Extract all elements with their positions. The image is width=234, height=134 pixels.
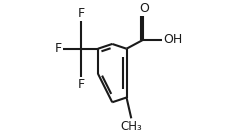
- Text: F: F: [78, 7, 85, 20]
- Text: CH₃: CH₃: [121, 120, 142, 133]
- Text: F: F: [55, 42, 62, 55]
- Text: F: F: [78, 78, 85, 91]
- Text: OH: OH: [163, 33, 183, 46]
- Text: O: O: [139, 2, 149, 15]
